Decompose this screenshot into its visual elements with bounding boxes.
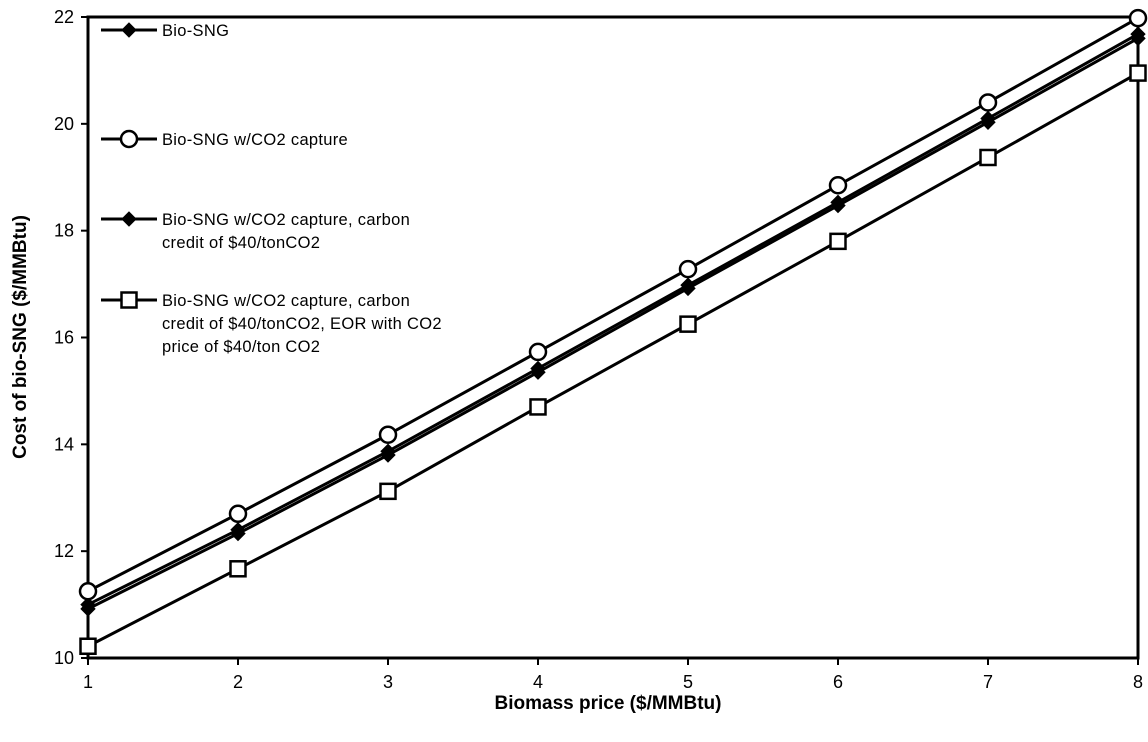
legend-marker	[121, 22, 137, 38]
y-tick-label: 20	[54, 114, 74, 134]
data-point	[680, 280, 696, 297]
plot-area	[86, 15, 1140, 660]
x-tick-label: 8	[1133, 672, 1143, 692]
series-line	[87, 32, 1139, 606]
legend-label: Bio-SNG w/CO2 capture, carbon	[162, 211, 410, 229]
y-axis-ticks: 10 12 14 16 18 20 22	[54, 7, 88, 668]
y-tick-label: 10	[54, 648, 74, 668]
legend-label: credit of $40/tonCO2, EOR with CO2	[162, 315, 442, 333]
data-point	[679, 315, 697, 333]
legend-label: credit of $40/tonCO2	[162, 234, 320, 252]
y-tick-label: 16	[54, 328, 74, 348]
data-point	[78, 581, 98, 601]
legend-marker	[120, 291, 138, 309]
legend-marker	[121, 211, 137, 227]
data-point	[530, 364, 546, 380]
series-line	[87, 37, 1139, 611]
series-2	[78, 8, 1148, 601]
data-point	[80, 601, 96, 617]
series-3	[80, 30, 1146, 617]
x-tick-label: 3	[383, 672, 393, 692]
x-tick-label: 1	[83, 672, 93, 692]
x-tick-label: 7	[983, 672, 993, 692]
x-tick-label: 4	[533, 672, 543, 692]
data-point	[528, 342, 548, 362]
legend-entry-1: Bio-SNG	[101, 22, 229, 40]
legend-entry-4: Bio-SNG w/CO2 capture, carbon credit of $…	[101, 291, 442, 356]
x-axis-title: Biomass price ($/MMBtu)	[495, 693, 722, 714]
data-point	[228, 504, 248, 524]
y-tick-label: 12	[54, 541, 74, 561]
data-point	[979, 148, 997, 167]
legend-entry-2: Bio-SNG w/CO2 capture	[101, 129, 348, 149]
data-point	[829, 232, 847, 251]
data-point	[678, 259, 698, 279]
series-4	[79, 64, 1147, 655]
data-point	[529, 398, 547, 416]
y-tick-label: 22	[54, 7, 74, 27]
y-axis-title: Cost of bio-SNG ($/MMBtu)	[10, 215, 31, 459]
data-point	[830, 197, 846, 214]
data-point	[379, 482, 397, 501]
legend-marker	[119, 129, 139, 149]
series-line	[87, 71, 1139, 648]
legend-label: Bio-SNG w/CO2 capture, carbon	[162, 292, 410, 310]
y-tick-label: 18	[54, 221, 74, 241]
series-layer	[78, 8, 1148, 655]
data-point	[79, 637, 97, 655]
data-point	[1130, 30, 1146, 47]
legend-label: price of $40/ton CO2	[162, 338, 320, 356]
x-tick-label: 6	[833, 672, 843, 692]
data-point	[978, 93, 998, 112]
data-point	[828, 176, 848, 195]
series-line	[87, 16, 1139, 593]
data-point	[980, 114, 996, 130]
legend-entry-3: Bio-SNG w/CO2 capture, carbon credit of $…	[101, 211, 410, 252]
y-tick-label: 14	[54, 434, 74, 454]
x-tick-label: 2	[233, 672, 243, 692]
data-point	[1128, 8, 1148, 28]
data-point	[378, 425, 398, 444]
legend-label: Bio-SNG	[162, 22, 229, 40]
x-axis-ticks: 1 2 3 4 5 6 7 8	[83, 658, 1143, 692]
data-point	[230, 525, 246, 542]
data-point	[380, 447, 396, 463]
legend: Bio-SNG Bio-SNG w/CO2 capture Bio-SNG w/CO…	[101, 22, 442, 356]
data-point	[1129, 64, 1147, 82]
legend-label: Bio-SNG w/CO2 capture	[162, 131, 348, 149]
data-point	[229, 560, 247, 578]
x-tick-label: 5	[683, 672, 693, 692]
